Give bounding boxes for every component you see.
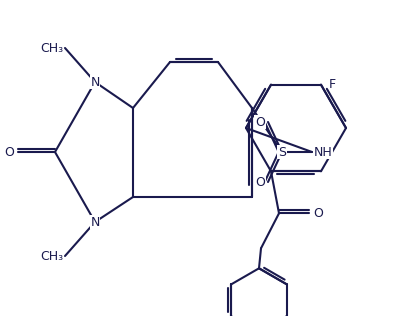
Text: F: F xyxy=(329,78,336,91)
Text: S: S xyxy=(278,145,286,159)
Text: N: N xyxy=(90,76,100,88)
Text: NH: NH xyxy=(314,145,333,159)
Text: N: N xyxy=(90,216,100,228)
Text: O: O xyxy=(313,207,323,220)
Text: CH₃: CH₃ xyxy=(40,41,63,54)
Text: O: O xyxy=(255,116,265,129)
Text: CH₃: CH₃ xyxy=(40,250,63,263)
Text: O: O xyxy=(4,145,14,159)
Text: O: O xyxy=(255,175,265,189)
